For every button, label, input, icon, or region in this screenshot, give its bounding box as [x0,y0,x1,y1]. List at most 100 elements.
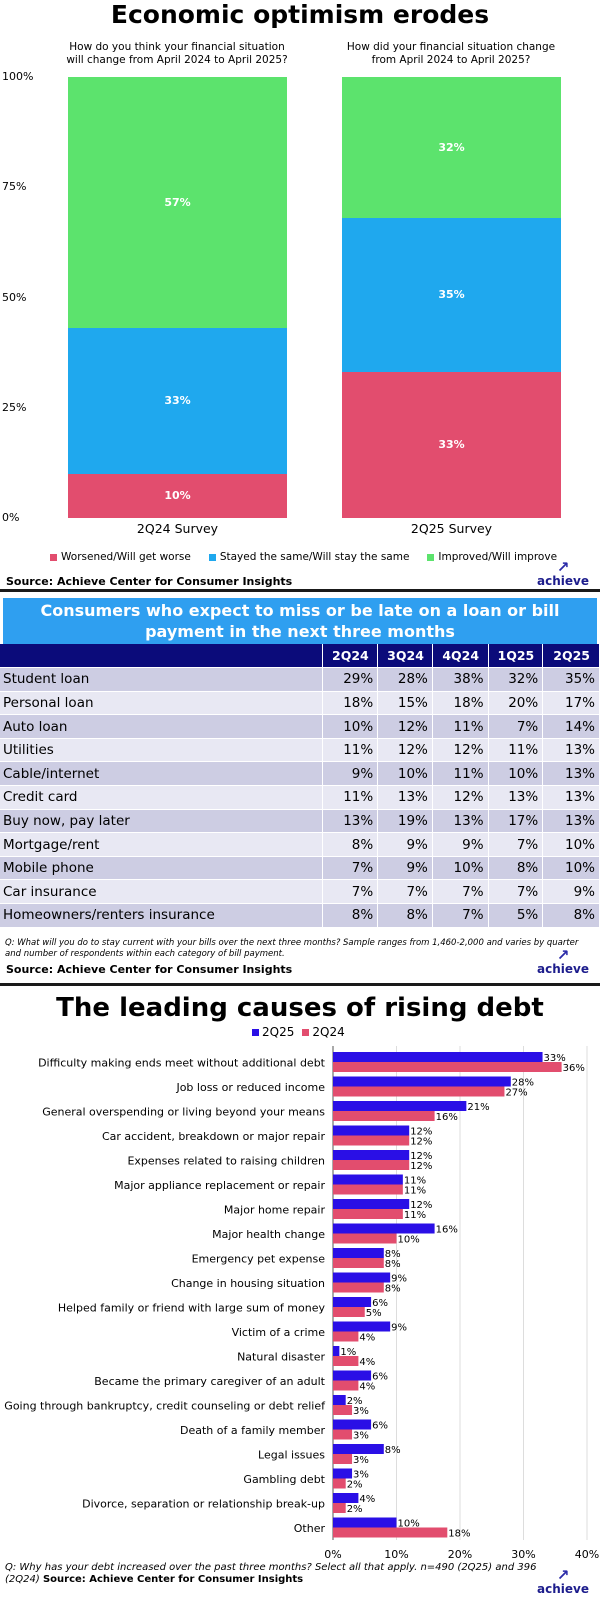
data-label: 36% [563,1063,585,1074]
chart3-note-question: Q: Why has your debt increased over the … [5,1562,537,1585]
stacked-bar-segment: 33% [342,372,561,518]
stacked-bar-segment: 10% [68,473,287,518]
table-cell: 7% [322,879,379,905]
category-label: Emergency pet expense [192,1252,326,1265]
stacked-bar-segment: 32% [342,77,561,219]
table-cell: 8% [322,903,379,928]
bar-2q24 [333,1233,397,1244]
legend-item: Worsened/Will get worse [50,551,191,563]
data-label: 12% [410,1200,432,1211]
table-row: Cable/internet 9% 10% 11% 10% 13% [0,761,600,787]
data-label: 8% [385,1284,401,1295]
table-row: Credit card 11% 13% 12% 13% 13% [0,785,600,810]
table-column-header: 2Q25 [542,644,600,669]
data-label: 4% [359,1494,375,1505]
category-label: Gambling debt [243,1473,325,1486]
table-row: Personal loan 18% 15% 18% 20% 17% [0,691,600,716]
category-label: Difficulty making ends meet without addi… [38,1056,326,1069]
table-cell: 8% [377,903,433,928]
achieve-logo: ↗ achieve [533,947,593,975]
table-cell: 35% [542,667,600,692]
table-cell: 10% [542,856,600,881]
bar-2q24 [333,1503,346,1513]
x-tick-label: 10% [384,1548,408,1561]
bar-2q24 [333,1209,403,1219]
legend-label: 2Q24 [312,1025,345,1039]
table-cell: 32% [488,667,544,692]
bar-2q25 [333,1493,359,1503]
table-cell: 28% [377,667,433,692]
legend-label: 2Q25 [262,1025,295,1039]
data-label: 33% [438,438,465,452]
table-header-blank [0,644,323,669]
data-label: 8% [385,1445,401,1456]
table-cell: 20% [488,691,544,716]
data-label: 4% [359,1333,375,1344]
table-column-header: 4Q24 [432,644,489,669]
data-label: 6% [372,1372,388,1383]
table-cell: 13% [542,785,600,810]
achieve-logo-text: achieve [537,1582,589,1596]
chart3-legend: 2Q25 2Q24 [252,1025,345,1039]
data-label: 8% [385,1259,401,1270]
chart2-note: Q: What will you do to stay current with… [5,938,579,959]
chart2-source: Source: Achieve Center for Consumer Insi… [6,963,293,976]
category-label: Victim of a crime [232,1326,326,1339]
bar-2q24 [333,1086,505,1097]
table-cell: 10% [542,832,600,857]
legend-label: Worsened/Will get worse [61,551,191,563]
data-label: 4% [359,1382,375,1393]
chart1-question-2: How did your financial situation change … [346,41,556,66]
data-label: 8% [385,1249,401,1260]
table-cell: 13% [432,809,489,834]
bar-2q24 [333,1356,359,1366]
table-header-row: 2Q24 3Q24 4Q24 1Q25 2Q25 [0,644,600,669]
table-cell: 17% [488,809,544,834]
data-label: 12% [410,1161,432,1172]
section-divider [0,589,600,592]
bar-2q24 [333,1282,384,1293]
table-cell: 13% [377,785,433,810]
table-row: Car insurance 7% 7% 7% 7% 9% [0,879,600,905]
table-cell: 13% [322,809,379,834]
table-row-label: Auto loan [0,714,323,739]
category-label: General overspending or living beyond yo… [42,1105,325,1118]
y-tick-label: 25% [2,400,27,414]
table-cell: 17% [542,691,600,716]
chart1-question-1: How do you think your financial situatio… [66,41,288,66]
category-label: Change in housing situation [171,1277,325,1290]
table-row-label: Car insurance [0,879,323,905]
table-cell: 9% [377,856,433,881]
data-label: 2% [347,1480,363,1491]
table-row-label: Student loan [0,667,323,692]
table-row: Auto loan 10% 12% 11% 7% 14% [0,714,600,739]
chart3-title: The leading causes of rising debt [56,993,544,1023]
data-label: 3% [353,1406,369,1417]
achieve-logo-icon: ↗ [556,558,570,576]
table-cell: 12% [432,738,489,763]
table-row-label: Cable/internet [0,761,323,787]
achieve-logo-text: achieve [537,574,589,588]
bar-2q24 [333,1478,346,1489]
data-label: 35% [438,288,465,302]
data-label: 3% [353,1455,369,1466]
bar-2q24 [333,1527,448,1538]
bar-2q25 [333,1125,410,1136]
data-label: 33% [544,1053,566,1064]
bar-2q25 [333,1101,467,1111]
data-label: 16% [436,1112,458,1123]
chart3-source: Source: Achieve Center for Consumer Insi… [42,1574,304,1585]
table-cell: 11% [432,714,489,739]
legend-label: Improved/Will improve [438,551,558,563]
table-cell: 18% [322,691,379,716]
data-label: 28% [512,1078,534,1089]
bar-2q24 [333,1454,353,1464]
data-label: 11% [404,1210,426,1221]
category-label: Major health change [212,1228,325,1241]
x-tick-label: 0% [324,1548,341,1561]
data-label: 16% [436,1225,458,1236]
table-cell: 12% [432,785,489,810]
bar-2q24 [333,1380,359,1391]
achieve-logo: ↗ achieve [533,559,593,587]
